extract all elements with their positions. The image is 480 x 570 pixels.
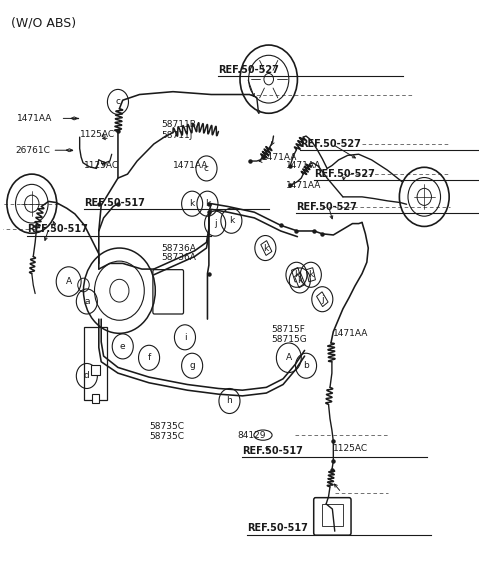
Text: 1471AA: 1471AA: [173, 161, 208, 170]
Text: 58715F: 58715F: [271, 325, 305, 334]
Text: 58711J: 58711J: [161, 131, 192, 140]
Text: 1125AC: 1125AC: [84, 161, 120, 170]
Text: k: k: [229, 216, 234, 225]
Bar: [261, 241, 272, 255]
Text: REF.50-517: REF.50-517: [27, 224, 88, 234]
Text: d: d: [84, 372, 90, 381]
Text: 1471AA: 1471AA: [262, 153, 297, 162]
Text: A: A: [286, 353, 292, 363]
Text: 26761C: 26761C: [15, 146, 50, 154]
Text: 1125AC: 1125AC: [333, 444, 369, 453]
Text: 1471AA: 1471AA: [286, 181, 321, 190]
Text: (W/O ABS): (W/O ABS): [11, 17, 76, 30]
Text: k: k: [263, 243, 268, 253]
Bar: [295, 273, 305, 288]
Text: k: k: [190, 199, 195, 208]
Bar: [291, 267, 301, 282]
Text: 58711B: 58711B: [161, 120, 196, 129]
Text: c: c: [116, 97, 120, 107]
Bar: [316, 292, 328, 307]
Text: k: k: [205, 199, 210, 208]
Text: c: c: [204, 164, 209, 173]
Text: 58735C: 58735C: [149, 422, 184, 430]
Text: REF.50-517: REF.50-517: [247, 523, 308, 534]
Text: k: k: [308, 270, 313, 279]
Text: 1471AA: 1471AA: [333, 329, 369, 338]
Text: i: i: [184, 333, 186, 342]
Text: REF.50-527: REF.50-527: [297, 202, 357, 211]
Bar: [91, 365, 100, 376]
Bar: [322, 504, 343, 526]
Bar: [92, 394, 99, 403]
Text: e: e: [120, 342, 126, 351]
Text: REF.50-527: REF.50-527: [218, 65, 279, 75]
Text: b: b: [303, 361, 309, 370]
Text: f: f: [147, 353, 151, 363]
Bar: [306, 268, 315, 282]
Text: REF.50-527: REF.50-527: [314, 169, 375, 179]
Text: g: g: [189, 361, 195, 370]
Text: k: k: [294, 270, 299, 279]
Text: k: k: [297, 276, 302, 285]
Text: REF.50-517: REF.50-517: [84, 198, 145, 207]
Text: 58715G: 58715G: [271, 335, 307, 344]
Text: 58735C: 58735C: [149, 431, 184, 441]
Text: 58736A: 58736A: [161, 253, 196, 262]
Text: REF.50-517: REF.50-517: [242, 446, 303, 456]
Text: j: j: [214, 219, 216, 228]
Text: a: a: [84, 297, 90, 306]
Text: h: h: [227, 397, 232, 405]
Text: 84129: 84129: [238, 430, 266, 439]
Text: A: A: [66, 277, 72, 286]
Text: 58736A: 58736A: [161, 243, 196, 253]
Text: 1471AA: 1471AA: [286, 161, 321, 169]
Text: j: j: [321, 295, 324, 304]
Text: 1125AC: 1125AC: [80, 130, 115, 139]
Text: REF.50-527: REF.50-527: [300, 139, 360, 149]
Text: 1471AA: 1471AA: [17, 114, 53, 123]
